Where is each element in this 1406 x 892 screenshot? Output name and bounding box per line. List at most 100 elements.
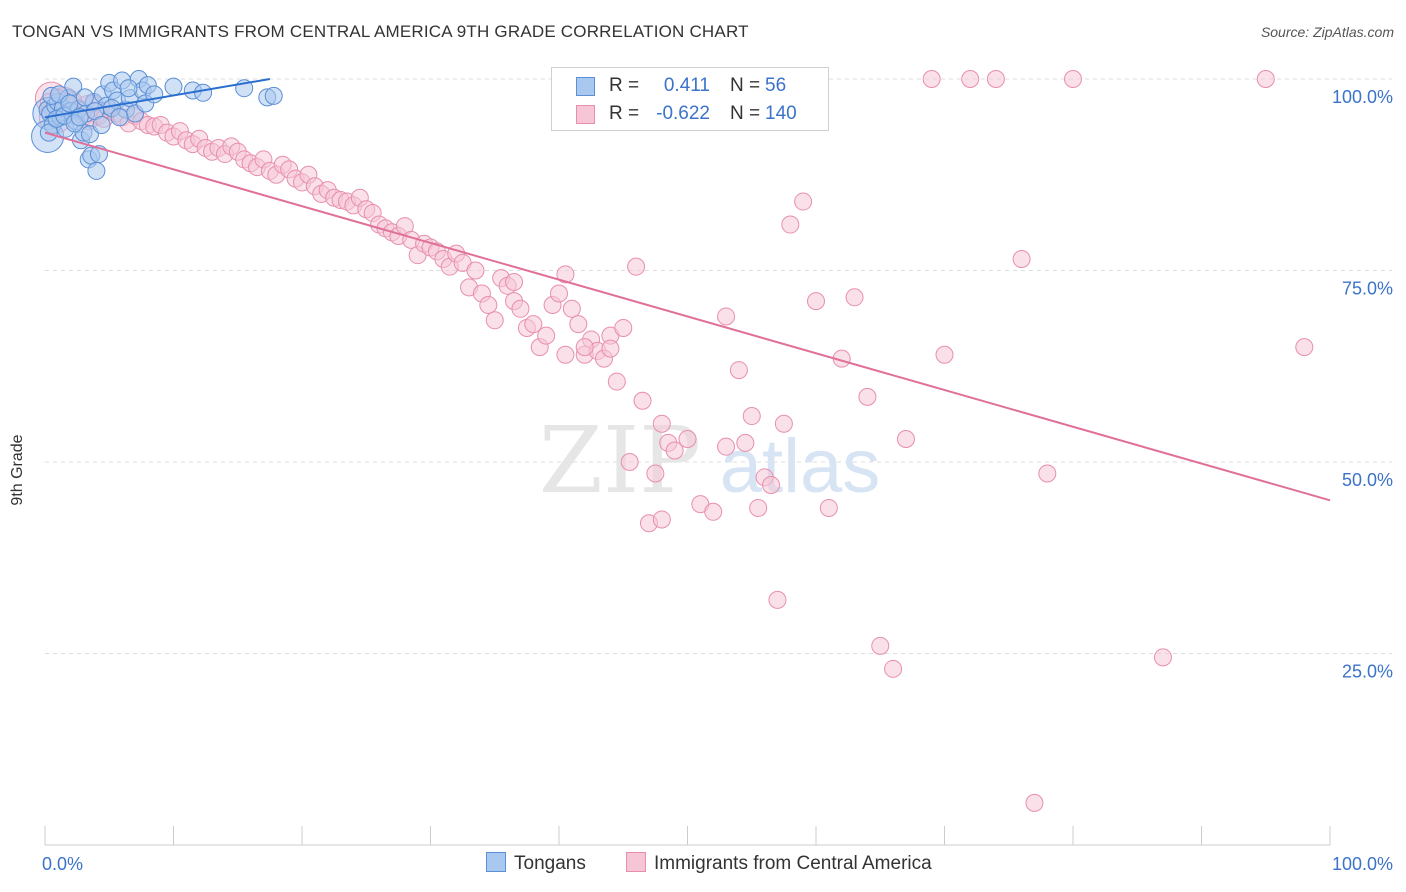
y-tick-label: 50.0% [1342,470,1393,490]
bottom-legend-swatch-tongans [486,852,506,872]
immigrants-point [736,433,755,452]
immigrants-point [524,315,543,334]
immigrants-point [652,510,671,529]
immigrants-point [601,339,620,358]
bottom-legend-tongans: Tongans [486,852,586,875]
immigrants-point [794,192,813,211]
x-tick-label-min: 0.0% [42,854,83,874]
immigrants-point [896,430,915,449]
immigrants-point [607,372,626,391]
immigrants-point [884,659,903,678]
immigrants-point [704,502,723,521]
immigrants-point [665,441,684,460]
immigrants-point [1295,338,1314,357]
legend-r-value: 0.411 [663,75,710,96]
immigrants-point [614,318,633,337]
immigrants-point [742,407,761,426]
tongans-point [164,77,183,96]
immigrants-point [729,361,748,380]
legend-row-immigrants: R = -0.622 N = 140 [552,99,828,129]
legend-row-tongans: R = 0.411 N = 56 [552,71,828,101]
axes: 0.0% 100.0% [42,826,1393,874]
bottom-legend-swatch-immigrants [626,852,646,872]
y-tick-label: 25.0% [1342,662,1393,682]
immigrants-point [550,284,568,303]
immigrants-point [762,475,781,494]
immigrants-point [749,498,768,517]
watermark: ZIP atlas [539,407,880,514]
immigrants-point [1064,70,1082,88]
tongans-point [64,77,83,96]
tongans-point [264,86,283,105]
immigrants-point [537,326,556,345]
legend-n-label: N = [730,103,761,124]
tongans-point [110,108,129,127]
immigrants-point [575,338,594,357]
y-tick-label: 75.0% [1342,279,1393,299]
tongans-point [39,123,58,142]
immigrants-point [768,590,787,609]
tongans-point [194,83,213,102]
immigrants-point [871,636,890,655]
series-immigrants-points [34,70,1314,812]
trend-line-immigrants [44,131,1331,502]
legend-r-value: -0.622 [656,103,710,124]
immigrants-point [781,215,800,234]
immigrants-point [717,307,736,326]
immigrants-point [556,265,575,284]
grid: 100.0% 75.0% 50.0% 25.0% [45,78,1393,682]
legend-swatch-immigrants [576,105,595,124]
bottom-legend-label-immigrants: Immigrants from Central America [654,853,932,874]
chart-title: TONGAN VS IMMIGRANTS FROM CENTRAL AMERIC… [12,22,749,41]
immigrants-point [646,464,665,483]
legend-n-value: 140 [765,103,797,124]
immigrants-point [807,292,825,311]
immigrants-point [620,453,639,471]
immigrants-point [562,299,581,318]
immigrants-point [627,257,646,276]
legend-n-label: N = [730,75,761,96]
y-axis-label: 9th Grade [9,434,26,506]
immigrants-point [569,315,588,334]
immigrants-point [717,437,736,456]
legend-r-label: R = [609,103,640,124]
tongans-point [87,161,106,180]
watermark-zip: ZIP [539,407,701,514]
legend-n-value: 56 [765,75,787,96]
immigrants-point [1012,250,1031,269]
tongans-point [92,115,111,134]
bottom-legend-label-tongans: Tongans [514,853,586,874]
immigrants-point [511,299,530,318]
immigrants-point [485,311,504,330]
immigrants-point [479,295,498,314]
immigrants-point [774,414,793,433]
correlation-legend: R = 0.411 N = 56 R = -0.622 N = 140 [551,67,829,131]
immigrants-point [922,70,941,88]
immigrants-point [935,345,954,364]
immigrants-point [1256,70,1275,88]
immigrants-point [986,70,1005,88]
immigrants-point [556,345,575,364]
tongans-point [75,88,94,107]
immigrants-point [961,70,980,88]
immigrants-point [466,261,485,280]
immigrants-point [819,498,838,517]
immigrants-point [633,391,652,410]
immigrants-point [505,272,524,291]
source-label: Source: ZipAtlas.com [1260,24,1394,40]
immigrants-point [845,288,864,307]
immigrants-point [678,430,697,449]
legend-swatch-tongans [576,77,595,96]
immigrants-point [1153,648,1172,667]
immigrants-point [652,414,671,433]
trend-line-tongans [44,78,271,119]
tongans-point [119,79,138,98]
immigrants-point [1025,793,1044,812]
bottom-legend-immigrants: Immigrants from Central America [626,852,932,875]
legend-r-label: R = [609,75,640,96]
tongans-point [60,94,79,113]
x-tick-label-max: 100.0% [1332,854,1393,874]
immigrants-point [1038,464,1057,483]
trend-lines [44,78,1331,502]
